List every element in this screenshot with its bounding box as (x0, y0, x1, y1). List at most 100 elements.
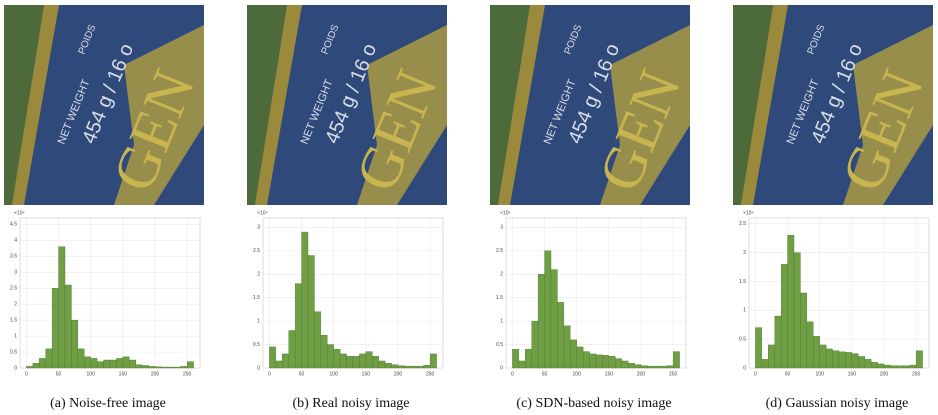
bar (301, 231, 309, 369)
bar (327, 344, 334, 369)
bar (96, 361, 104, 369)
x-tick-label: 200 (394, 371, 403, 377)
y-tick-label: 2 (14, 301, 17, 307)
bar (518, 360, 526, 369)
x-tick-label: 100 (87, 371, 96, 377)
bar (608, 356, 616, 369)
photo-left-edge (247, 5, 287, 205)
bar (634, 364, 642, 369)
caption: (b) Real noisy image (292, 396, 409, 411)
bar (404, 365, 412, 369)
bar (621, 360, 629, 369)
bar (161, 366, 169, 369)
x-tick-label: 0 (754, 371, 757, 377)
bar (282, 353, 289, 369)
bar (672, 351, 680, 369)
x-tick-label: 0 (268, 371, 271, 377)
bar (825, 348, 833, 369)
bar (761, 359, 769, 369)
x-tick-label: 100 (330, 371, 339, 377)
bar (333, 349, 341, 369)
bar (877, 363, 885, 369)
bar (851, 353, 859, 369)
bar (512, 349, 520, 369)
x-tick-label: 100 (573, 371, 582, 377)
x-tick-label: 0 (511, 371, 514, 377)
bar (45, 348, 53, 369)
bar (288, 330, 296, 369)
photo-stripe (498, 5, 545, 205)
bar (813, 336, 820, 369)
bar (372, 356, 379, 369)
bar (915, 350, 923, 369)
caption: (a) Noise-free image (50, 396, 166, 411)
bar (154, 366, 162, 369)
bar (64, 284, 72, 369)
x-tick-label: 50 (56, 371, 62, 377)
photo-left-edge (4, 5, 44, 205)
bar (116, 358, 124, 369)
bar (602, 355, 610, 369)
y-tick-label: 0 (500, 365, 503, 371)
photo-letters (357, 25, 447, 205)
y-tick-label: 4 (14, 238, 17, 244)
bar (141, 365, 149, 369)
bar (384, 363, 392, 369)
bar (352, 356, 360, 369)
bar (531, 320, 539, 369)
bar (563, 325, 571, 369)
bar (838, 351, 846, 369)
bar (417, 365, 424, 369)
bar (570, 339, 577, 369)
y-tick-label: 1 (14, 333, 17, 339)
photo-stripe (12, 5, 59, 205)
y-tick-label: 1 (257, 318, 260, 324)
y-tick-label: 1.5 (10, 317, 17, 323)
y-tick-label: 0.5 (10, 349, 17, 355)
y-tick-label: 2.5 (10, 286, 17, 292)
photo-stripe (255, 5, 302, 205)
y-tick-label: 2.5 (253, 248, 260, 254)
x-tick-label: 150 (848, 371, 857, 377)
bar (864, 359, 872, 369)
bar (174, 366, 181, 369)
x-tick-label: 250 (669, 371, 678, 377)
bar (186, 361, 194, 369)
bar (109, 359, 117, 369)
bar (39, 358, 46, 369)
bar (595, 354, 603, 369)
caption: (d) Gaussian noisy image (766, 396, 909, 411)
bar (397, 365, 405, 369)
x-tick-label: 150 (362, 371, 371, 377)
bar (58, 246, 66, 369)
bar (883, 364, 891, 369)
x-tick-label: 150 (119, 371, 128, 377)
bar (129, 359, 136, 369)
y-tick-label: 1 (500, 318, 503, 324)
bar (845, 352, 853, 369)
y-tick-label: 0 (257, 365, 260, 371)
y-tick-label: 2.5 (739, 221, 746, 227)
y-tick-label: 0.5 (253, 342, 260, 348)
y-tick-label: 1.5 (739, 279, 746, 285)
bar (589, 353, 597, 369)
bar (755, 327, 763, 369)
bar (429, 353, 437, 369)
bar (890, 365, 898, 369)
y-tick-label: 3 (500, 225, 503, 231)
photo-stripe (741, 5, 788, 205)
x-tick-label: 50 (542, 371, 548, 377)
x-tick-label: 50 (299, 371, 305, 377)
photo-left-edge (733, 5, 773, 205)
bar (77, 348, 85, 369)
bar (148, 366, 156, 369)
bar (793, 252, 801, 369)
bar (410, 365, 418, 369)
bar (550, 269, 558, 369)
bar (870, 362, 878, 369)
x-tick-label: 50 (785, 371, 791, 377)
y-tick-label: 3 (14, 270, 17, 276)
